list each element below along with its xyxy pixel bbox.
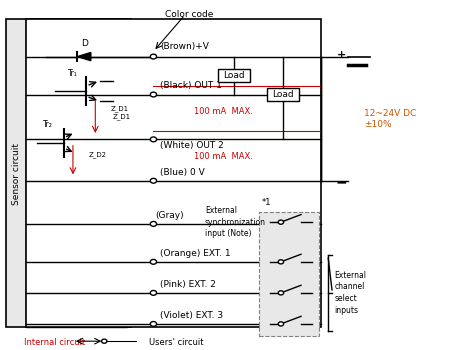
Text: Load: Load [223,71,245,80]
Circle shape [278,260,284,264]
FancyBboxPatch shape [218,69,250,82]
Text: (Blue) 0 V: (Blue) 0 V [160,168,205,177]
Text: 100 mA  MAX.: 100 mA MAX. [194,152,252,161]
Text: (Orange) EXT. 1: (Orange) EXT. 1 [160,249,231,258]
Text: +: + [337,50,346,60]
Text: Tr₂: Tr₂ [43,120,53,129]
Text: D: D [81,39,88,48]
Circle shape [150,322,157,326]
FancyBboxPatch shape [259,212,319,336]
Circle shape [150,290,157,295]
Text: Z_D1: Z_D1 [113,114,131,120]
Circle shape [278,291,284,295]
Text: Load: Load [272,90,294,99]
Polygon shape [77,52,91,61]
Text: Internal circuit: Internal circuit [24,338,86,347]
Text: *1: *1 [261,198,271,207]
FancyBboxPatch shape [267,88,299,101]
Text: (Pink) EXT. 2: (Pink) EXT. 2 [160,280,216,289]
Text: (Gray): (Gray) [156,211,184,220]
FancyBboxPatch shape [6,19,131,327]
Text: Z_D1: Z_D1 [111,105,129,112]
Circle shape [150,54,157,59]
Circle shape [150,259,157,264]
Circle shape [278,220,284,224]
Text: External
synchronization
input (Note): External synchronization input (Note) [205,206,266,238]
Circle shape [278,322,284,326]
Text: −: − [335,175,347,189]
Text: (White) OUT 2: (White) OUT 2 [160,141,224,150]
Text: Color code: Color code [165,10,213,19]
Text: Z_D2: Z_D2 [89,152,107,158]
Text: 100 mA  MAX.: 100 mA MAX. [194,107,252,116]
Text: (Black) OUT 1: (Black) OUT 1 [160,82,222,90]
Text: Tr₁: Tr₁ [68,69,78,78]
Text: (Brown)+V: (Brown)+V [160,42,209,51]
Text: External
channel
select
inputs: External channel select inputs [334,271,367,315]
Circle shape [150,222,157,226]
Circle shape [150,137,157,142]
Circle shape [150,178,157,183]
FancyBboxPatch shape [26,19,321,327]
Text: (Violet) EXT. 3: (Violet) EXT. 3 [160,311,223,320]
Text: Sensor circuit: Sensor circuit [12,143,21,205]
FancyBboxPatch shape [26,19,126,327]
Circle shape [102,339,107,343]
Circle shape [150,92,157,97]
Text: 12~24V DC
±10%: 12~24V DC ±10% [364,108,416,129]
Text: Users' circuit: Users' circuit [149,338,203,347]
